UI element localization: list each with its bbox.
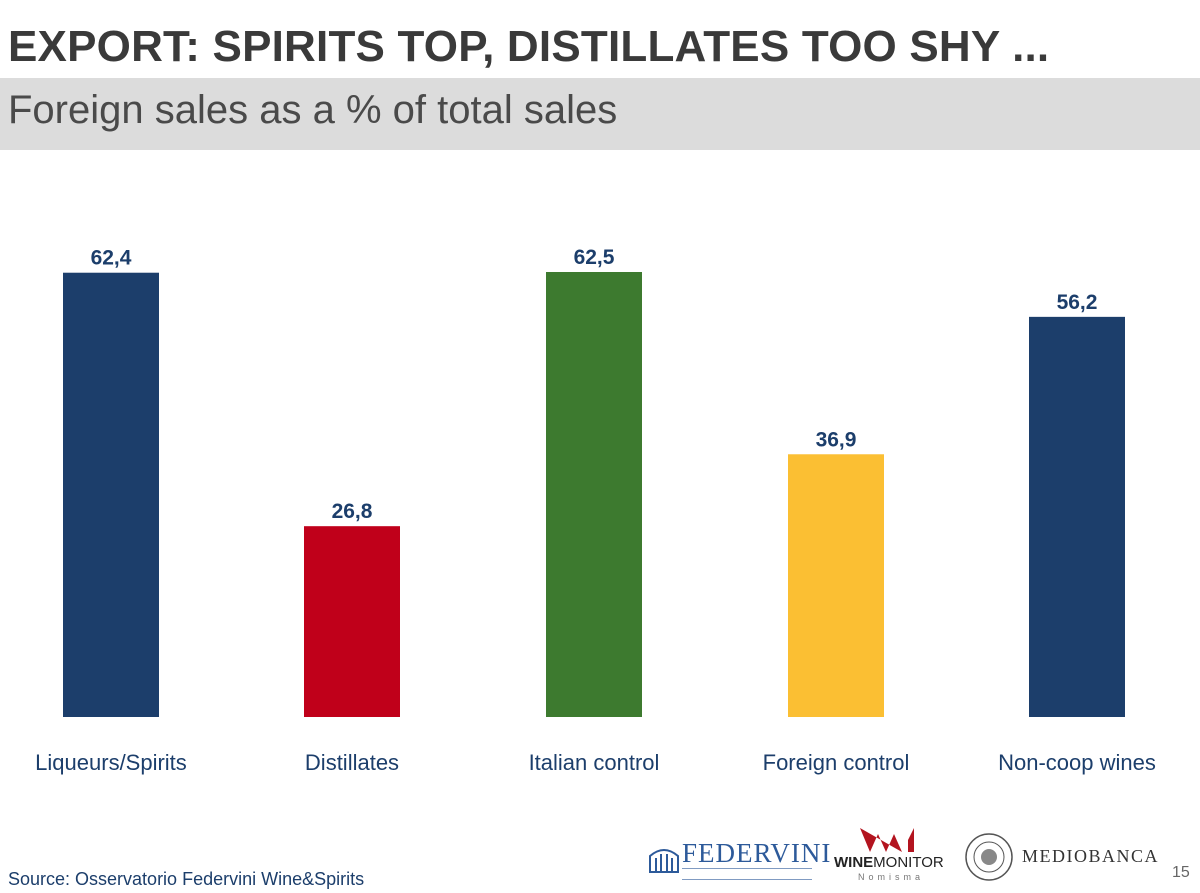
category-label-distillates: Distillates (305, 750, 399, 775)
federvini-logo-text: FEDERVINI (682, 838, 832, 868)
winemonitor-emblem-icon (860, 828, 914, 852)
federvini-logo: FEDERVINI (648, 838, 830, 882)
category-label-italian-control: Italian control (529, 750, 660, 775)
federvini-emblem-icon (649, 849, 679, 873)
bar-non-coop-wines (1029, 316, 1125, 717)
category-label-non-coop-wines: Non-coop wines (998, 750, 1156, 775)
category-label-liqueurs-spirits: Liqueurs/Spirits (35, 750, 187, 775)
bar-liqueurs-spirits (63, 272, 159, 717)
source-note: Source: Osservatorio Federvini Wine&Spir… (8, 869, 365, 889)
bar-chart: 62,4 Liqueurs/Spirits 26,8 Distillates 62,5 I… (35, 246, 1156, 775)
mediobanca-logo: MEDIOBANCA (964, 832, 1158, 882)
bar-distillates (304, 526, 400, 717)
winemonitor-logo-subtext: Nomisma (858, 872, 925, 882)
chart-subtitle: Foreign sales as a % of total sales (8, 88, 618, 132)
value-label-non-coop-wines: 56,2 (1057, 291, 1098, 314)
value-label-liqueurs-spirits: 62,4 (91, 247, 132, 270)
value-label-foreign-control: 36,9 (816, 428, 857, 451)
winemonitor-logo: WINEMONITOR Nomisma (834, 826, 946, 882)
category-label-foreign-control: Foreign control (763, 750, 910, 775)
subtitle-band: Foreign sales as a % of total sales (0, 78, 1200, 150)
value-label-distillates: 26,8 (332, 500, 373, 523)
winemonitor-logo-text: WINEMONITOR (834, 854, 944, 871)
bar-italian-control (546, 272, 642, 717)
value-label-italian-control: 62,5 (574, 246, 615, 269)
bar-foreign-control (788, 454, 884, 717)
mediobanca-logo-text: MEDIOBANCA (1022, 846, 1160, 866)
page-number: 15 (1172, 864, 1190, 881)
page-title: EXPORT: SPIRITS TOP, DISTILLATES TOO SHY… (8, 22, 1050, 71)
mediobanca-seal-icon (965, 833, 1013, 881)
federvini-tagline (682, 868, 812, 880)
